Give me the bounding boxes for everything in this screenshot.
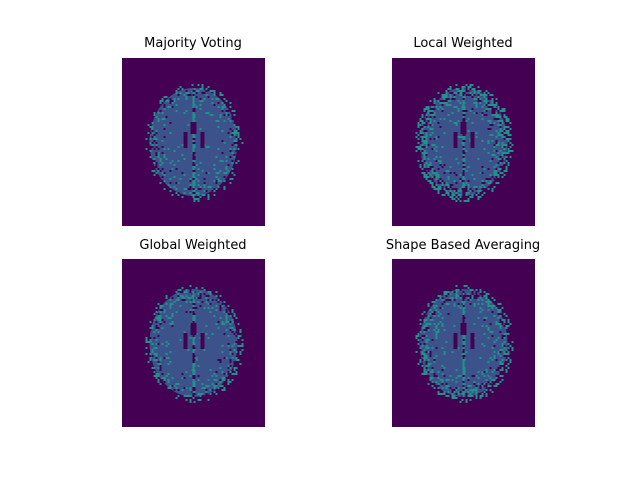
segmentation-image-majority-voting [122, 58, 265, 226]
panel-title-majority-voting: Majority Voting [144, 36, 242, 51]
ventricle-right [200, 333, 205, 349]
segmentation-image-global-weighted [122, 259, 265, 427]
brain-segmentation-local-weighted [392, 58, 535, 226]
brain-segmentation-shape-based-averaging [392, 259, 535, 427]
ventricle-right [200, 132, 205, 148]
ventricle-left [453, 333, 458, 349]
brain-segmentation-global-weighted [122, 259, 265, 427]
panel-title-shape-based-averaging: Shape Based Averaging [385, 238, 541, 253]
segmentation-image-shape-based-averaging [392, 259, 535, 427]
ventricle-left [183, 132, 188, 148]
ventricle-left [453, 132, 458, 148]
ventricle-left [183, 333, 188, 349]
brain-segmentation-majority-voting [122, 58, 265, 226]
segmentation-image-local-weighted [392, 58, 535, 226]
panel-title-global-weighted: Global Weighted [139, 238, 247, 253]
ventricle-right [470, 132, 475, 148]
ventricle-right [470, 333, 475, 349]
panel-title-local-weighted: Local Weighted [413, 36, 513, 51]
